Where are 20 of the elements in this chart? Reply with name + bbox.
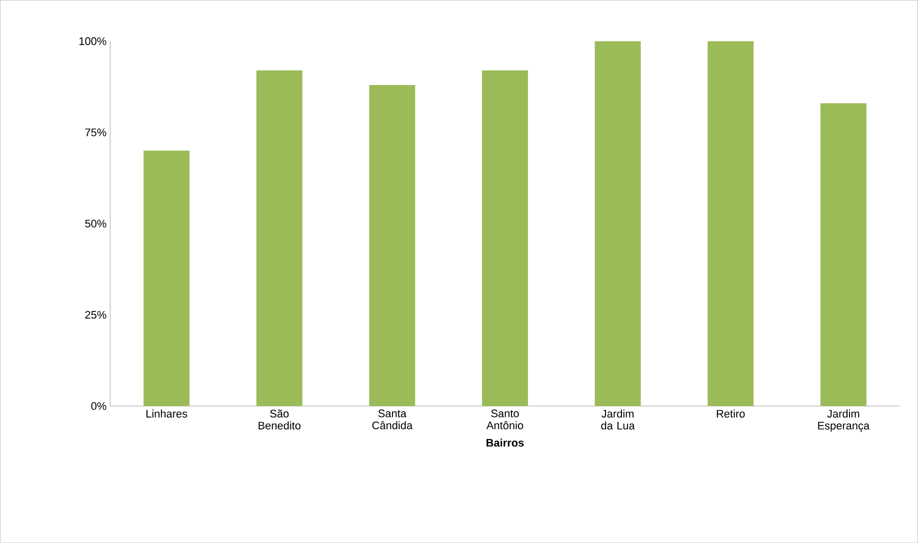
x-tick-label: Santo Antônio xyxy=(486,409,524,430)
x-tick-label: Linhares xyxy=(146,409,188,418)
y-tick-label: 50% xyxy=(85,220,106,228)
bar xyxy=(482,70,528,406)
y-tick-label: 100% xyxy=(79,37,106,45)
bar xyxy=(256,70,302,406)
y-tick-label: 0% xyxy=(91,402,106,410)
bar xyxy=(144,150,190,406)
bar xyxy=(820,103,866,406)
x-tick-label: São Benedito xyxy=(258,409,301,430)
x-tick-label: Jardim da Lua xyxy=(601,409,635,430)
bar xyxy=(594,41,641,406)
bar xyxy=(708,41,754,406)
x-tick-label: Santa Cândida xyxy=(372,409,413,430)
x-tick-label: Jardim Esperança xyxy=(818,409,870,432)
y-tick-label: 75% xyxy=(85,128,106,136)
y-tick-label: 25% xyxy=(85,310,106,319)
x-tick-label: Retiro xyxy=(716,409,745,418)
bar xyxy=(369,84,416,406)
x-axis-title: Bairros xyxy=(486,438,524,447)
